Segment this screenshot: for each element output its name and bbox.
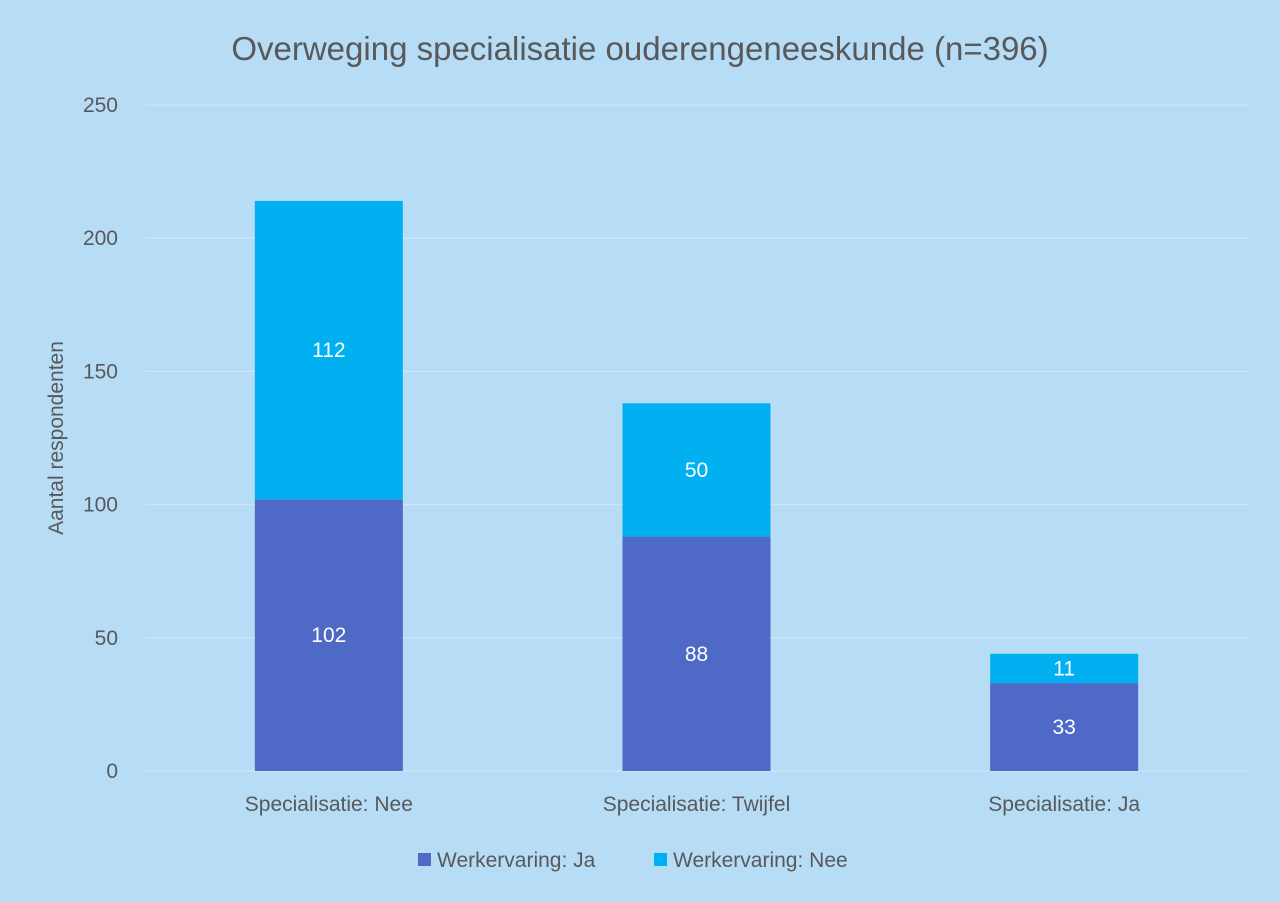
- legend-swatch: [654, 853, 667, 866]
- data-label: 33: [1052, 716, 1075, 739]
- x-category-label: Specialisatie: Ja: [988, 793, 1140, 816]
- legend-item: Werkervaring: Nee: [654, 849, 848, 872]
- data-label: 11: [1053, 657, 1075, 680]
- y-axis-label: Aantal respondenten: [45, 341, 68, 535]
- y-tick-label: 50: [95, 627, 118, 650]
- y-tick-label: 0: [106, 760, 118, 783]
- data-label: 88: [685, 643, 708, 666]
- legend-label: Werkervaring: Ja: [437, 849, 596, 872]
- x-category-label: Specialisatie: Twijfel: [603, 793, 791, 816]
- data-labels: 102 112 88 50 33 11: [311, 339, 1076, 739]
- data-label: 50: [685, 459, 708, 482]
- bar-segment: [254, 499, 403, 771]
- bar-segment: [622, 403, 771, 537]
- bar-segment: [254, 200, 403, 500]
- legend-item: Werkervaring: Ja: [418, 849, 596, 872]
- bars: [254, 200, 1139, 771]
- legend-swatch: [418, 853, 431, 866]
- x-axis-categories: Specialisatie: Nee Specialisatie: Twijfel…: [245, 793, 1141, 816]
- y-tick-label: 150: [83, 360, 118, 383]
- y-tick-label: 100: [83, 494, 118, 517]
- y-tick-label: 200: [83, 227, 118, 250]
- legend-label: Werkervaring: Nee: [673, 849, 848, 872]
- legend: Werkervaring: Ja Werkervaring: Nee: [418, 849, 848, 872]
- x-category-label: Specialisatie: Nee: [245, 793, 413, 816]
- bar-segment: [990, 653, 1139, 684]
- data-label: 112: [312, 339, 345, 362]
- bar-segment: [990, 683, 1139, 771]
- y-tick-label: 250: [83, 94, 118, 117]
- data-label: 102: [311, 624, 346, 647]
- chart-title: Overweging specialisatie ouderengeneesku…: [231, 30, 1048, 67]
- bar-segment: [622, 536, 771, 771]
- y-axis-ticks: 0 50 100 150 200 250: [83, 94, 118, 783]
